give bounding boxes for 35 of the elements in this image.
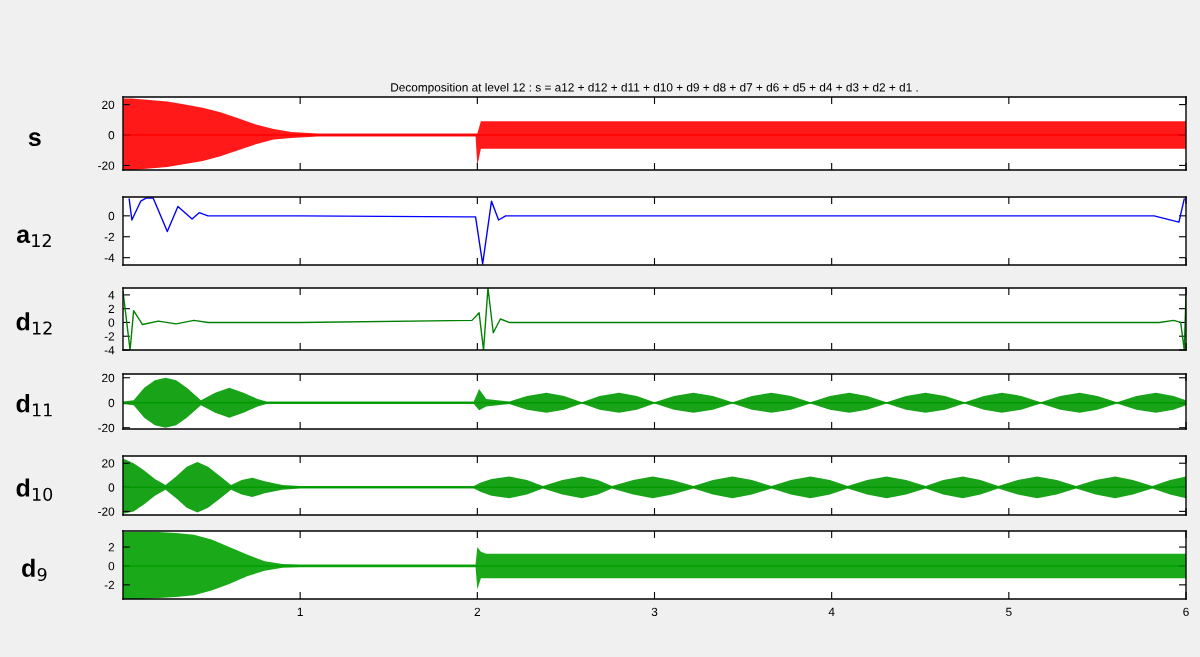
y-axis-title: s	[28, 132, 41, 147]
y-axis-title: d$_{10}$	[16, 478, 53, 501]
y-tick-label: -20	[98, 161, 115, 170]
y-axis-title: d$_{9}$	[22, 558, 47, 582]
y-tick-label: 20	[102, 373, 115, 383]
x-tick-label: 5	[1006, 607, 1012, 616]
chart-title: Decomposition at level 12 : s = a12 + d12 + d11 + d10 + d9 + d8 + d7 + d6 + d5 + d4 + d3 + d2 + d1 .	[391, 82, 918, 94]
y-axis-title: d$_{11}$	[16, 394, 52, 417]
y-tick-label: 0	[108, 561, 115, 571]
y-tick-label: 0	[108, 318, 115, 327]
y-tick-label: -20	[98, 507, 115, 516]
y-tick-label: 2	[108, 304, 115, 313]
x-tick-label: 6	[1183, 607, 1189, 616]
y-tick-label: 0	[108, 131, 115, 140]
x-tick-label: 4	[828, 607, 835, 616]
x-tick-label: 3	[651, 607, 658, 616]
y-tick-label: -2	[104, 580, 115, 590]
y-tick-label: -2	[104, 332, 115, 341]
y-tick-label: -2	[104, 232, 115, 242]
line-series	[123, 288, 1186, 350]
y-tick-label: 2	[108, 543, 115, 552]
y-axis-title: a$_{12}$	[16, 229, 51, 247]
y-tick-label: 0	[108, 211, 115, 221]
x-tick-label: 2	[474, 607, 481, 616]
line-series	[128, 197, 1185, 265]
y-tick-label: 0	[108, 398, 115, 408]
y-tick-label: 0	[108, 483, 115, 492]
y-tick-label: -4	[104, 253, 115, 262]
y-tick-label: 20	[102, 100, 115, 109]
y-axis-title: d$_{12}$	[16, 312, 52, 335]
y-tick-label: -20	[98, 423, 115, 433]
x-tick-label: 1	[297, 607, 303, 616]
y-tick-label: -4	[104, 346, 115, 355]
y-tick-label: 4	[108, 291, 115, 300]
y-tick-label: 20	[102, 459, 115, 468]
